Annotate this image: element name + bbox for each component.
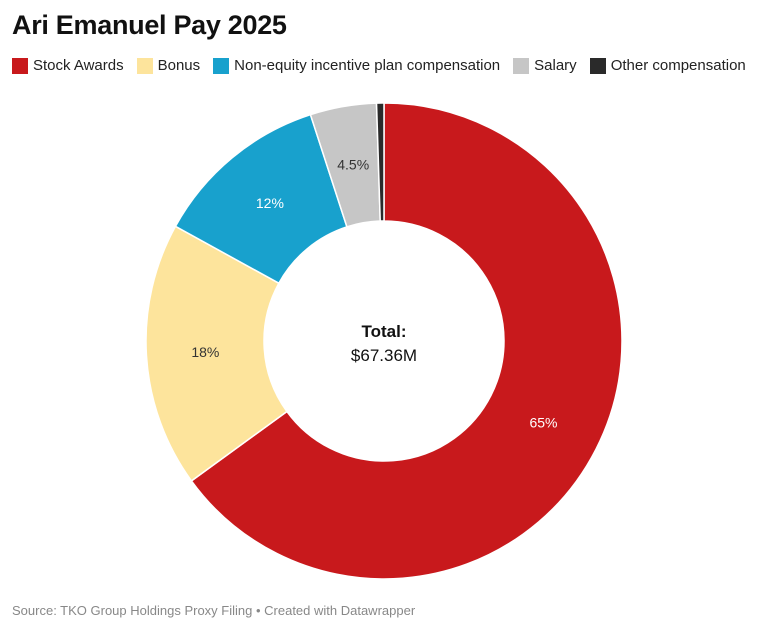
legend-item: Other compensation: [589, 57, 746, 74]
legend-label: Other compensation: [610, 57, 746, 74]
chart-title: Ari Emanuel Pay 2025: [12, 10, 287, 40]
legend-label: Bonus: [157, 57, 201, 74]
donut-slice: [375, 102, 385, 222]
legend-swatch: [213, 57, 230, 74]
slice-value-label: 65%: [529, 414, 557, 430]
slice-value-label: 18%: [191, 344, 219, 360]
legend-item: Non-equity incentive plan compensation: [213, 57, 500, 74]
donut-slice: [145, 225, 288, 482]
legend: Stock Awards Bonus Non-equity incentive pl…: [12, 57, 759, 74]
center-total-value: $67.36M: [351, 346, 417, 365]
slice-value-label: 12%: [256, 195, 284, 211]
legend-label: Non-equity incentive plan compensation: [234, 57, 501, 74]
legend-item: Salary: [513, 57, 577, 74]
source-note: Source: TKO Group Holdings Proxy Filing …: [12, 603, 416, 618]
legend-item: Bonus: [136, 57, 201, 74]
legend-swatch: [136, 57, 153, 74]
legend-item: Stock Awards: [12, 57, 124, 74]
slice-value-label: 4.5%: [337, 157, 369, 173]
legend-label: Stock Awards: [33, 57, 124, 74]
legend-label: Salary: [534, 57, 577, 74]
donut-chart: 65% 18% 12% 4.5% Total: $67.36M: [145, 102, 623, 580]
legend-swatch: [513, 57, 530, 74]
legend-swatch: [589, 57, 606, 74]
donut-slice: [190, 102, 623, 580]
center-total-heading: Total:: [361, 322, 406, 341]
legend-swatch: [12, 57, 28, 74]
